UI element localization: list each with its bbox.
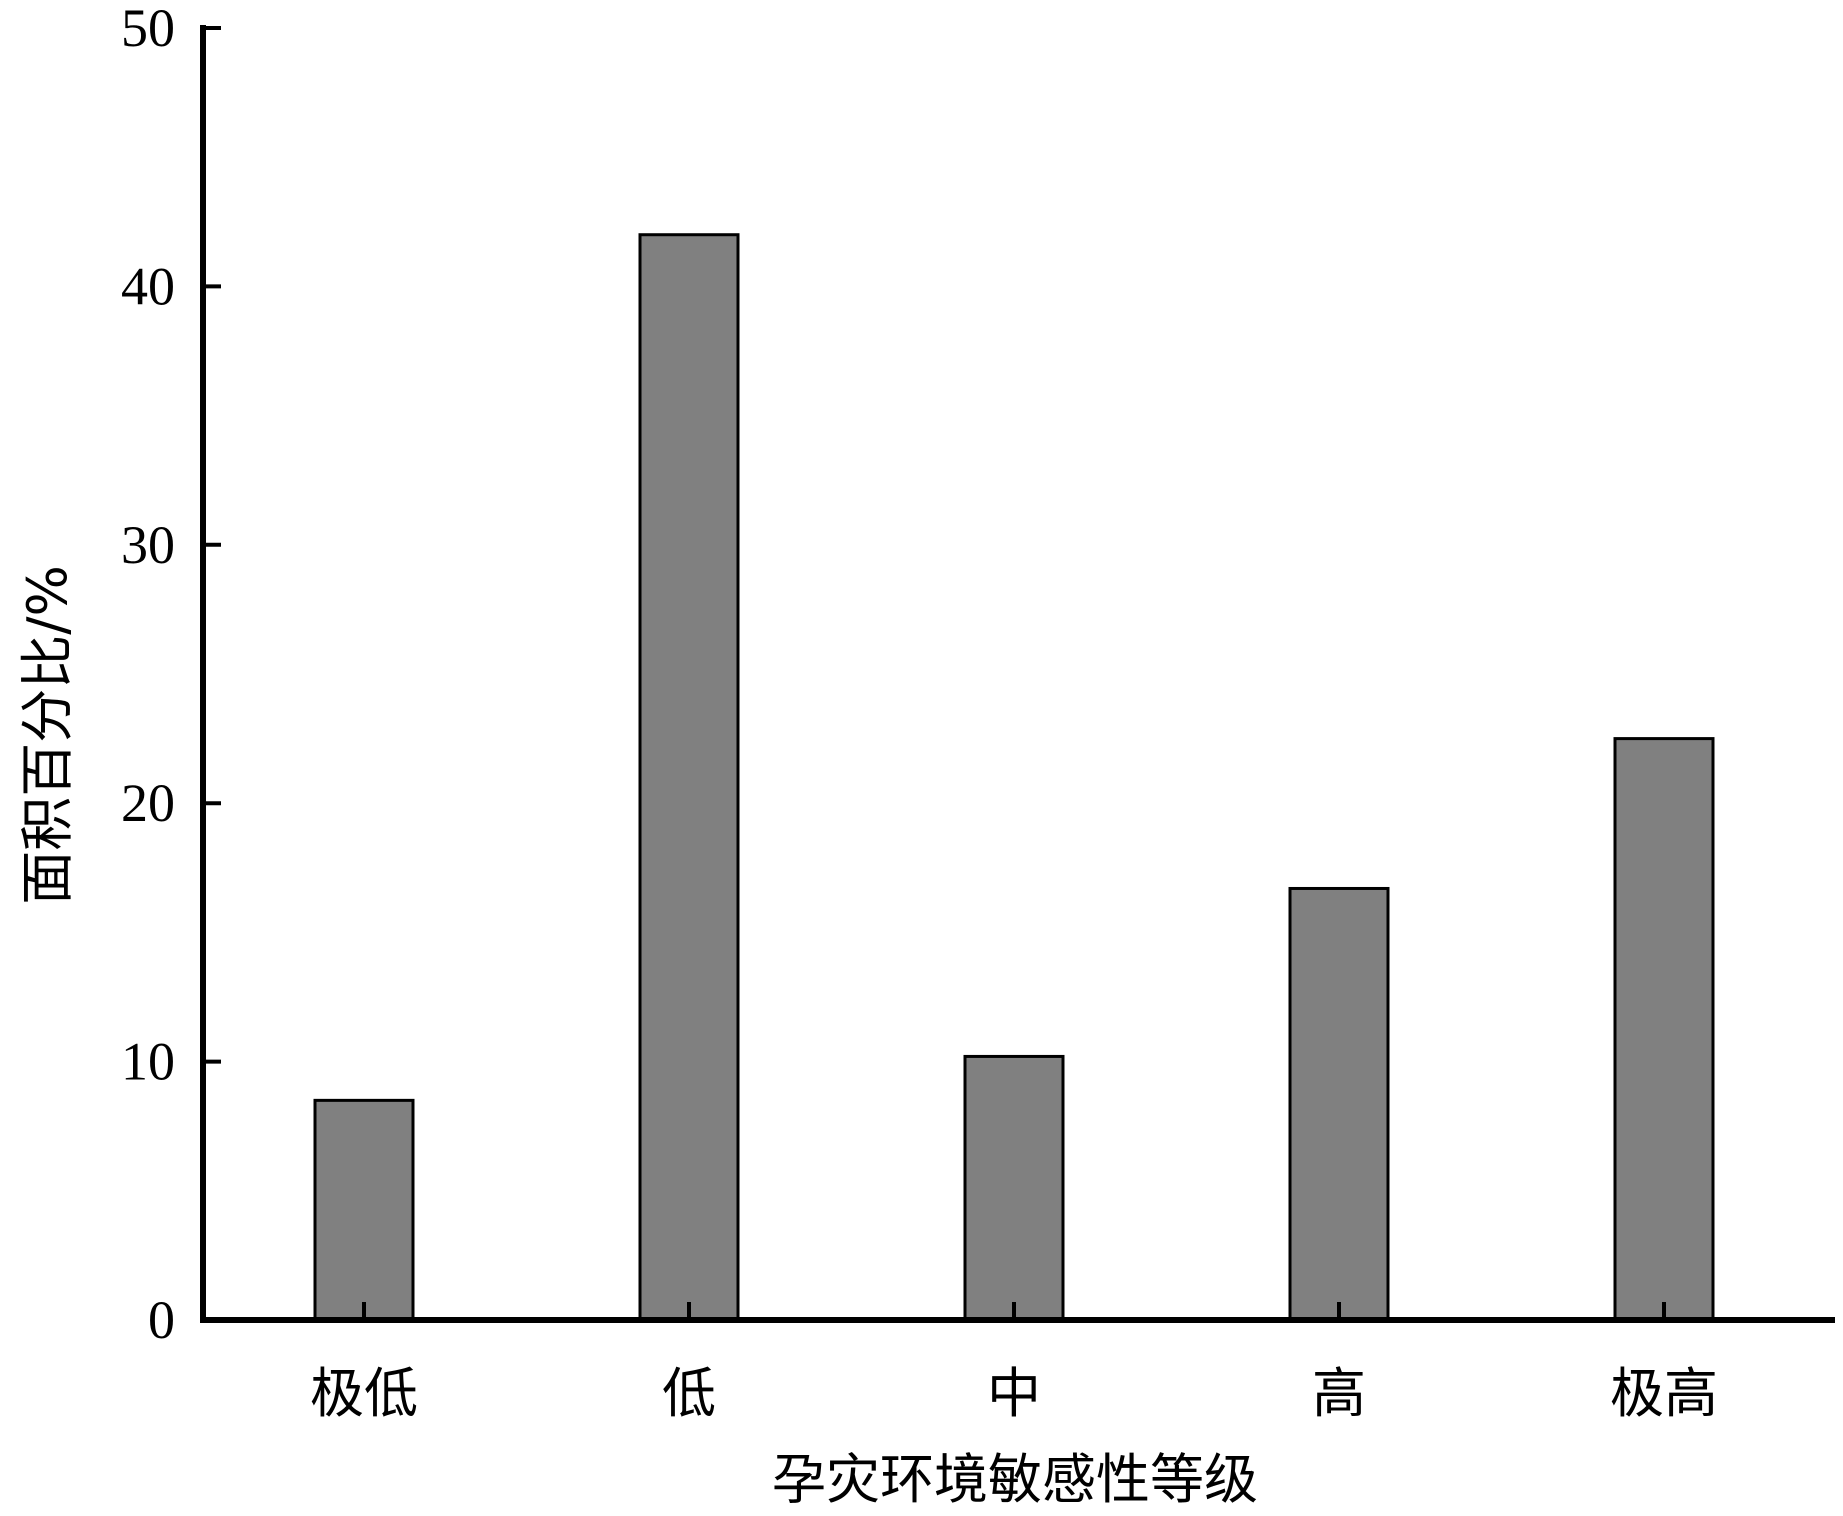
x-tick-label: 高 (1312, 1362, 1366, 1425)
bar-2 (638, 233, 740, 1322)
y-tick-label: 0 (148, 1290, 175, 1350)
x-axis-label: 孕灾环境敏感性等级 (772, 1448, 1258, 1511)
y-tick-label: 20 (121, 773, 175, 833)
y-tick-label: 10 (121, 1032, 175, 1092)
axes-group (200, 25, 1835, 1323)
x-tick-label: 极高 (1610, 1362, 1718, 1425)
x-tick-label: 中 (987, 1362, 1041, 1425)
bars-group (313, 233, 1715, 1322)
bar-3 (963, 1054, 1065, 1322)
y-tick-label: 40 (121, 256, 175, 316)
y-ticks-group: 0 10 20 30 40 50 (121, 0, 221, 1350)
y-tick-label: 50 (121, 0, 175, 58)
y-tick-label: 30 (121, 515, 175, 575)
y-axis-label: 面积百分比/% (16, 565, 79, 905)
x-ticks-group: 极低 低 中 高 极高 (310, 1302, 1718, 1425)
x-tick-label: 低 (662, 1362, 716, 1425)
bar-5 (1613, 737, 1715, 1322)
bar-4 (1288, 886, 1390, 1322)
x-tick-label: 极低 (310, 1362, 418, 1425)
bar-1 (313, 1098, 415, 1322)
